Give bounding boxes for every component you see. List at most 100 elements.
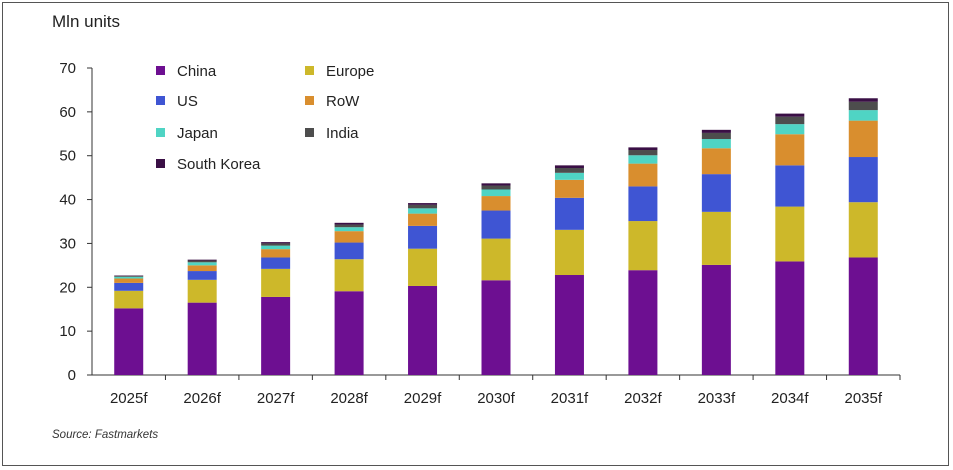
legend-label-europe: Europe [326, 63, 374, 80]
bar-segment-china [408, 285, 438, 375]
y-tick-label: 20 [59, 279, 76, 296]
bar-segment-europe [701, 211, 731, 265]
bar-segment-us [481, 210, 511, 239]
bar-segment-europe [628, 221, 658, 271]
legend-swatch-japan [156, 128, 165, 137]
bar-segment-europe [187, 279, 217, 303]
bar-segment-row [334, 231, 364, 243]
x-tick-label: 2034f [771, 390, 809, 407]
bar-segment-india [261, 243, 291, 246]
y-axis-title: Mln units [52, 12, 121, 31]
bar-segment-europe [848, 202, 878, 258]
bar-segment-europe [334, 259, 364, 292]
bar-segment-us [775, 165, 805, 207]
bar-segment-europe [554, 229, 584, 276]
x-tick-label: 2027f [257, 390, 295, 407]
legend-swatch-south-korea [156, 159, 165, 168]
bar-segment-south-korea [334, 222, 364, 225]
legend-swatch-china [156, 66, 165, 75]
bar-segment-row [261, 249, 291, 258]
bar-segment-india [114, 275, 144, 277]
bar-segment-japan [187, 262, 217, 266]
bar-segment-south-korea [848, 98, 878, 102]
y-tick-label: 70 [59, 60, 76, 77]
bar-segment-china [334, 291, 364, 375]
bar-segment-japan [701, 139, 731, 149]
y-tick-label: 40 [59, 192, 76, 209]
bar-segment-us [701, 174, 731, 212]
x-tick-label: 2029f [404, 390, 442, 407]
bar-segment-india [334, 224, 364, 228]
bar-segment-south-korea [701, 129, 731, 133]
bar-segment-india [408, 204, 438, 209]
bar-segment-japan [261, 245, 291, 250]
bar-segment-south-korea [775, 113, 805, 117]
legend-swatch-india [305, 128, 314, 137]
bar-segment-japan [481, 189, 511, 197]
bar-segment-row [408, 213, 438, 226]
bar-segment-row [481, 196, 511, 211]
bar-segment-us [114, 282, 144, 291]
bar-segment-row [701, 148, 731, 175]
bar-segment-india [628, 150, 658, 156]
x-tick-label: 2025f [110, 390, 148, 407]
legend-label-south-korea: South Korea [177, 156, 261, 173]
legend-swatch-europe [305, 66, 314, 75]
bar-segment-us [628, 186, 658, 222]
bar-segment-china [775, 261, 805, 375]
y-tick-label: 30 [59, 235, 76, 252]
bar-segment-us [554, 197, 584, 230]
y-tick-label: 0 [68, 367, 76, 384]
bar-segment-us [261, 257, 291, 269]
bar-segment-japan [334, 227, 364, 232]
bar-segment-row [775, 134, 805, 166]
legend-label-china: China [177, 63, 217, 80]
bar-segment-china [628, 270, 658, 375]
bar-segment-south-korea [187, 259, 217, 261]
bar-segment-china [261, 296, 291, 375]
x-tick-label: 2032f [624, 390, 662, 407]
bar-segment-us [334, 242, 364, 260]
bar-segment-south-korea [261, 242, 291, 244]
bar-segment-us [408, 225, 438, 249]
bar-segment-china [481, 280, 511, 375]
bar-segment-south-korea [628, 147, 658, 151]
bar-segment-india [554, 167, 584, 173]
bar-segment-south-korea [554, 165, 584, 168]
bar-segment-japan [408, 208, 438, 214]
bar-segment-us [187, 271, 217, 280]
bar-segment-china [187, 302, 217, 375]
source-note: Source: Fastmarkets [52, 429, 159, 441]
bar-segment-japan [628, 155, 658, 164]
legend-label-japan: Japan [177, 125, 218, 142]
legend-swatch-us [156, 96, 165, 105]
bar-segment-india [481, 185, 511, 190]
bar-segment-china [701, 264, 731, 375]
legend-label-row: RoW [326, 93, 360, 110]
bar-segment-india [848, 101, 878, 111]
bar-segment-japan [775, 124, 805, 135]
bar-segment-europe [408, 248, 438, 286]
bar-segment-europe [261, 268, 291, 297]
bar-segment-row [628, 163, 658, 187]
x-tick-label: 2028f [330, 390, 368, 407]
y-tick-label: 10 [59, 323, 76, 340]
bar-segment-japan [848, 110, 878, 121]
bar-segment-row [187, 265, 217, 272]
x-tick-label: 2026f [183, 390, 221, 407]
bar-segment-india [775, 116, 805, 125]
bar-segment-row [554, 179, 584, 198]
bar-segment-china [554, 275, 584, 375]
bar-segment-europe [481, 238, 511, 281]
bar-segment-us [848, 157, 878, 203]
y-tick-label: 50 [59, 148, 76, 165]
legend-swatch-row [305, 96, 314, 105]
legend-label-us: US [177, 93, 198, 110]
bar-segment-india [187, 260, 217, 263]
bar-segment-china [848, 257, 878, 375]
bar-segment-japan [114, 276, 144, 279]
bar-segment-europe [775, 206, 805, 262]
bar-segment-japan [554, 172, 584, 180]
x-tick-label: 2033f [698, 390, 736, 407]
